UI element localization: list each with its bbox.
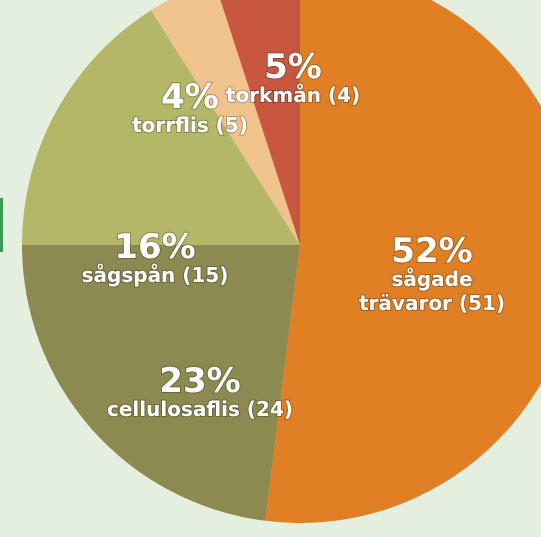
category-label: sågspån (15): [82, 263, 229, 287]
category-label: cellulosaflis (24): [107, 397, 293, 421]
value-label: 52%: [391, 231, 472, 271]
category-label: torrflis (5): [132, 113, 248, 137]
value-label: 23%: [159, 361, 240, 401]
chart: 52%sågadeträvaror (51)23%cellulosaflis (…: [0, 0, 541, 537]
category-label: torkmån (4): [226, 83, 360, 107]
value-label: 4%: [161, 77, 219, 117]
value-label: 16%: [114, 227, 195, 267]
value-label: 5%: [264, 47, 322, 87]
side-marker: [0, 198, 3, 252]
